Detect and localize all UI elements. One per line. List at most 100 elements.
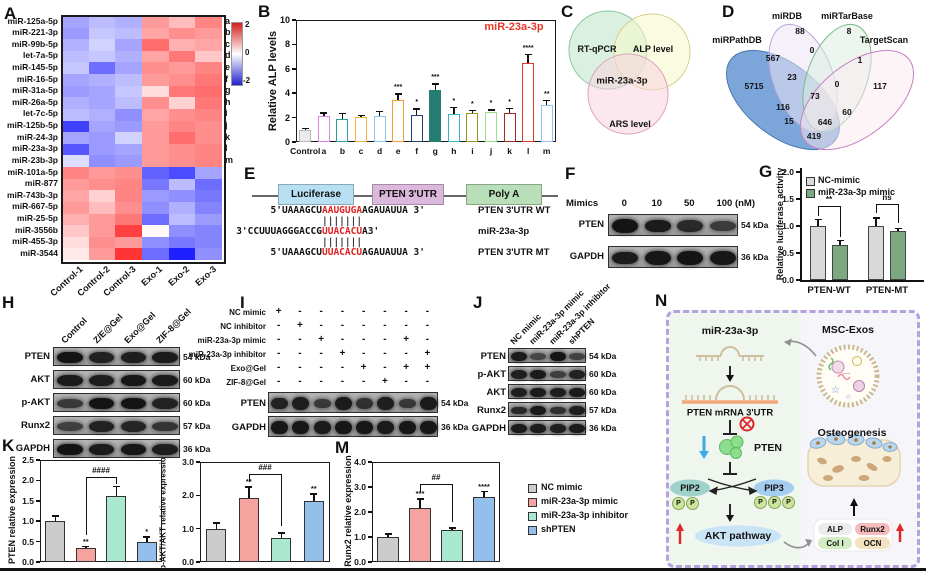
y-tick-label: 4.0 <box>354 457 366 467</box>
y-tick-mark <box>292 141 296 143</box>
heatmap-cell <box>168 132 196 145</box>
y-tick-label: 1.0 <box>22 516 34 527</box>
blot-box <box>53 439 180 458</box>
blot-band <box>569 353 586 360</box>
mechanism-osteo-label: Osteogenesis <box>817 427 887 439</box>
plus-minus-sign: - <box>383 334 387 345</box>
heatmap-cell <box>195 85 223 98</box>
error-bar <box>146 536 148 542</box>
error-bar-cap <box>543 99 551 102</box>
panel-label-h: H <box>2 293 15 312</box>
y-tick-mark <box>292 19 296 21</box>
arrow-akt-to-markers <box>783 539 812 549</box>
phosphate-icon: P <box>686 497 699 510</box>
blot-band <box>88 421 115 432</box>
mechanism-pten-label: PTEN <box>753 442 783 454</box>
heatmap-cell <box>195 16 223 29</box>
heatmap-cell <box>62 155 90 168</box>
heatmap-cell <box>168 155 196 168</box>
mechanism-graphics: ☆ ☆ ~~ <box>670 338 904 552</box>
sig-label: * <box>508 98 511 106</box>
heatmap-cell <box>115 132 143 145</box>
error-bar <box>471 109 474 113</box>
plot-frame <box>372 462 500 562</box>
heatmap-cell <box>115 248 143 261</box>
blot-band <box>356 421 374 434</box>
plus-minus-sign: - <box>383 348 387 359</box>
plot-frame <box>40 460 162 562</box>
heatmap-cell <box>88 74 116 87</box>
heatmap-cell <box>142 39 170 52</box>
mimics-header: Mimics <box>566 198 599 209</box>
treatment-label: NC mimic <box>229 308 266 317</box>
plus-minus-sign: + <box>275 306 282 317</box>
y-tick-label: 3.0 <box>354 482 366 492</box>
heatmap-cell <box>115 97 143 110</box>
error-bar-cap <box>836 239 844 241</box>
bar <box>429 89 442 142</box>
heatmap-cell <box>88 120 116 133</box>
heatmap-row-label: miR-25-5p <box>16 213 58 224</box>
error-bar-cap <box>301 127 309 130</box>
blot-band <box>569 388 586 397</box>
heatmap-row-letter: c <box>225 38 231 49</box>
blot-band <box>152 421 178 432</box>
heatmap-cell <box>168 27 196 40</box>
blot-box <box>53 416 180 435</box>
error-bar <box>280 532 282 538</box>
heatmap-row-label: miR-23a-3p <box>12 143 58 154</box>
blot-band <box>152 351 178 364</box>
error-bar-cap <box>277 532 285 534</box>
venn4-count: 23 <box>787 72 797 82</box>
error-bar <box>313 493 315 502</box>
lane-label: Exo@Gel <box>122 310 158 346</box>
heatmap-cell <box>142 213 170 226</box>
bar <box>377 537 399 562</box>
venn3-set-alp: ALP level <box>632 44 674 54</box>
svg-text:☆: ☆ <box>831 385 840 396</box>
error-bar-cap <box>448 527 456 529</box>
venn4-diagram <box>725 23 915 151</box>
dose-label: 10 <box>651 198 663 209</box>
venn4-count: 1 <box>857 55 863 65</box>
plus-minus-sign: + <box>381 376 388 387</box>
heatmap-row-label: miR-877 <box>24 178 58 189</box>
bar <box>473 497 495 562</box>
heatmap-row-label: miR-145-5p <box>12 61 58 72</box>
arrow-to-akt <box>726 504 734 522</box>
bar <box>522 62 535 142</box>
heatmap-cell <box>115 27 143 40</box>
heatmap-cell <box>115 213 143 226</box>
heatmap-cell <box>195 225 223 238</box>
blot-row-label: p-AKT <box>477 369 507 380</box>
heatmap-cell <box>62 167 90 180</box>
blot-band <box>677 220 704 232</box>
y-tick-mark <box>36 459 40 461</box>
x-category-label: e <box>395 146 401 156</box>
sig-bracket-tick <box>281 474 283 526</box>
heatmap-cell <box>115 62 143 75</box>
y-tick-label: 2.0 <box>354 507 366 517</box>
blot-band <box>398 398 416 409</box>
heatmap-row-letter: e <box>225 61 231 72</box>
kda-label: 57 kDa <box>589 405 617 415</box>
bar <box>540 105 553 142</box>
seq-suffix: AGAUAUUA 3' <box>362 205 425 216</box>
blot-band <box>292 421 310 434</box>
blot-box <box>508 366 586 381</box>
heatmap-row-letter: j <box>225 120 228 131</box>
error-bar <box>387 533 389 537</box>
blot-band <box>569 406 586 415</box>
sig-label: *** <box>394 84 403 92</box>
heatmap-cell <box>142 167 170 180</box>
sig-label: *** <box>431 74 440 82</box>
blot-box <box>608 214 738 236</box>
colorbar-mid-label: 0 <box>245 48 250 57</box>
blot-band <box>88 397 115 410</box>
y-axis-line <box>800 168 802 280</box>
heatmap-cell <box>195 74 223 87</box>
error-bar-cap <box>468 109 476 112</box>
kda-label: 54 kDa <box>589 351 617 361</box>
plus-minus-sign: - <box>298 334 302 345</box>
